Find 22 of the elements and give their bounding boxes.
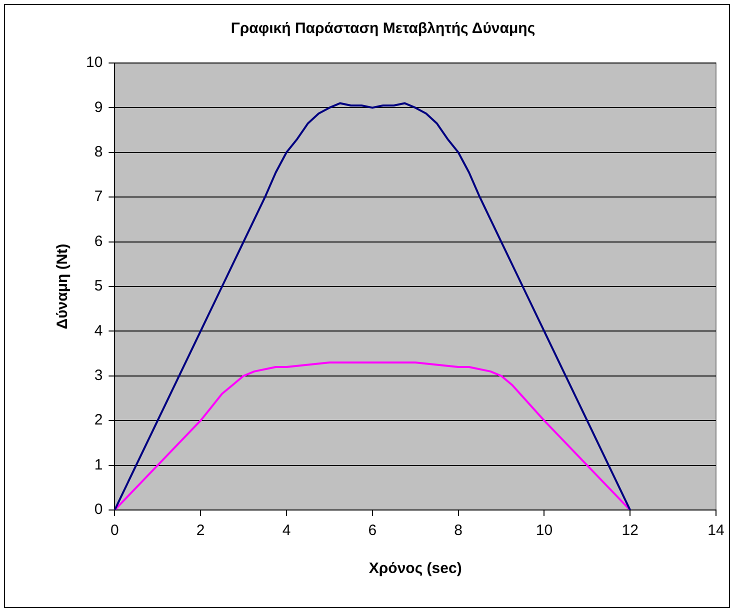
y-tick-label: 6: [94, 232, 103, 250]
x-axis-title: Χρόνος (sec): [368, 560, 462, 578]
x-tick-label: 14: [708, 522, 724, 540]
y-tick-label: 7: [94, 188, 103, 206]
y-tick-label: 2: [94, 412, 103, 429]
x-tick-label: 0: [110, 522, 119, 540]
y-tick-label: 4: [94, 322, 103, 340]
y-tick-label: 5: [94, 278, 103, 295]
chart-title: Γραφική Παράσταση Μεταβλητής Δύναμης: [230, 20, 536, 38]
x-tick-label: 10: [536, 522, 553, 540]
x-tick-label: 6: [368, 522, 377, 540]
y-tick-label: 8: [94, 144, 103, 161]
x-tick-label: 4: [282, 522, 291, 540]
y-axis-title: Δύναμη (Nt): [54, 244, 72, 330]
x-tick-label: 2: [196, 522, 205, 540]
x-tick-label: 8: [454, 522, 462, 540]
y-tick-label: 1: [94, 456, 103, 474]
x-tick-label: 12: [622, 522, 638, 540]
y-tick-label: 3: [94, 367, 103, 384]
y-tick-label: 9: [94, 98, 103, 116]
y-tick-label: 0: [94, 501, 103, 518]
y-tick-label: 10: [86, 54, 103, 72]
